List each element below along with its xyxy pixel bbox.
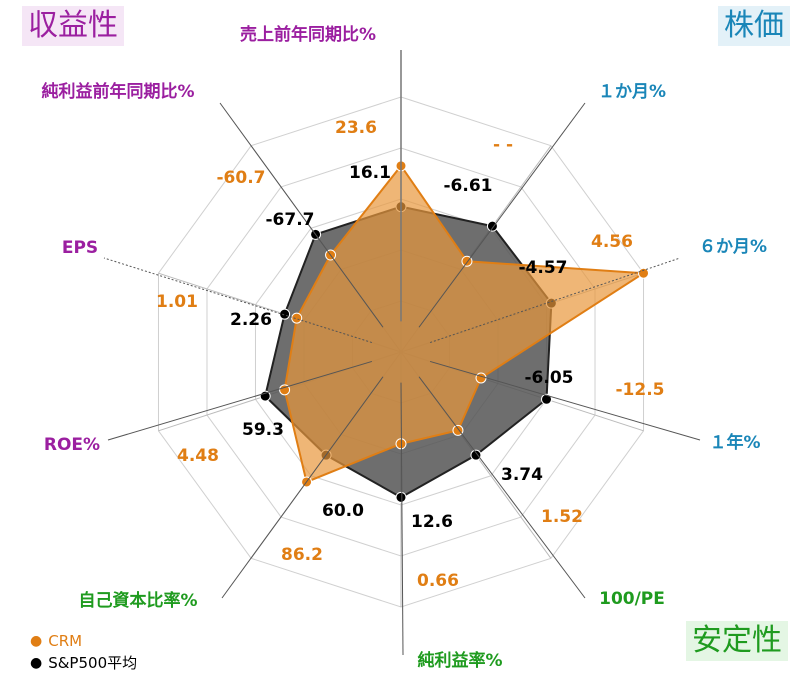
value-label-sp500: 3.74 [501, 465, 543, 485]
value-label-crm: 4.56 [591, 232, 633, 252]
value-label-crm: 1.52 [541, 507, 583, 527]
point-sp500 [541, 393, 553, 405]
point-crm [475, 372, 487, 384]
point-crm [279, 384, 291, 396]
axis-label: １年% [709, 432, 760, 453]
value-label-crm: 4.48 [177, 446, 219, 466]
value-label-crm: 86.2 [281, 545, 323, 565]
point-crm [638, 267, 650, 279]
axis-label: 売上前年同期比% [240, 24, 376, 45]
value-label-sp500: -67.7 [266, 210, 315, 230]
value-label-sp500: 60.0 [322, 501, 364, 521]
group-label-stability: 安定性 [686, 621, 788, 661]
value-label-sp500: -6.05 [525, 368, 574, 388]
leader-line [219, 102, 384, 328]
value-label-crm: -60.7 [217, 168, 266, 188]
leader-line [418, 102, 586, 328]
leader-line [418, 376, 586, 599]
legend-marker-crm: ● [30, 633, 43, 649]
point-sp500 [395, 491, 407, 503]
value-label-sp500: -6.61 [444, 176, 493, 196]
axis-label: ６か月% [699, 237, 767, 257]
legend-label-crm: CRM [48, 632, 83, 650]
axis-label: 100/PE [599, 589, 665, 609]
axis-label: 純利益率% [417, 650, 502, 671]
point-sp500 [470, 449, 482, 461]
point-sp500 [279, 308, 291, 320]
legend-item-crm: ● CRM [30, 630, 137, 652]
value-label-crm: 23.6 [335, 118, 377, 138]
legend-label-sp500: S&P500平均 [48, 654, 138, 672]
leader-line [400, 382, 404, 656]
axis-label: 純利益前年同期比% [41, 81, 194, 102]
group-label-price: 株価 [718, 6, 790, 46]
group-label-profitability: 収益性 [22, 6, 124, 46]
axis-label: １か月% [598, 82, 666, 102]
axis-labels: 売上前年同期比% １か月% ６か月% １年% 100/PE 純利益率% 自己資本比率% ROE… [41, 24, 767, 671]
value-labels: 23.6 16.1 - - -6.61 4.56 -4.57 -12.5 -6.05 1.52 3… [156, 118, 664, 591]
leader-line [221, 376, 384, 599]
value-label-crm: 0.66 [417, 571, 459, 591]
value-label-sp500: 12.6 [411, 512, 453, 532]
value-label-crm: 1.01 [156, 292, 198, 312]
axis-label: 自己資本比率% [78, 590, 197, 611]
value-label-sp500: -4.57 [519, 258, 568, 278]
leader-line [107, 360, 373, 441]
axis-label: ROE% [44, 435, 100, 455]
point-crm [291, 312, 303, 324]
radar-areas [259, 160, 650, 503]
legend-marker-sp500: ● [30, 655, 43, 671]
legend: ● CRM ● S&P500平均 [30, 630, 137, 674]
point-crm [452, 424, 464, 436]
legend-item-sp500: ● S&P500平均 [30, 652, 137, 674]
axis-label: EPS [62, 238, 98, 258]
value-label-sp500: 2.26 [230, 310, 272, 330]
leader-line [429, 360, 701, 441]
leader-line [103, 257, 373, 344]
point-sp500 [486, 220, 498, 232]
value-label-crm: -12.5 [616, 380, 665, 400]
value-label-crm: - - [493, 135, 513, 155]
value-label-sp500: 59.3 [242, 420, 284, 440]
axis-leader-lines [103, 50, 701, 656]
value-label-sp500: 16.1 [349, 163, 391, 183]
